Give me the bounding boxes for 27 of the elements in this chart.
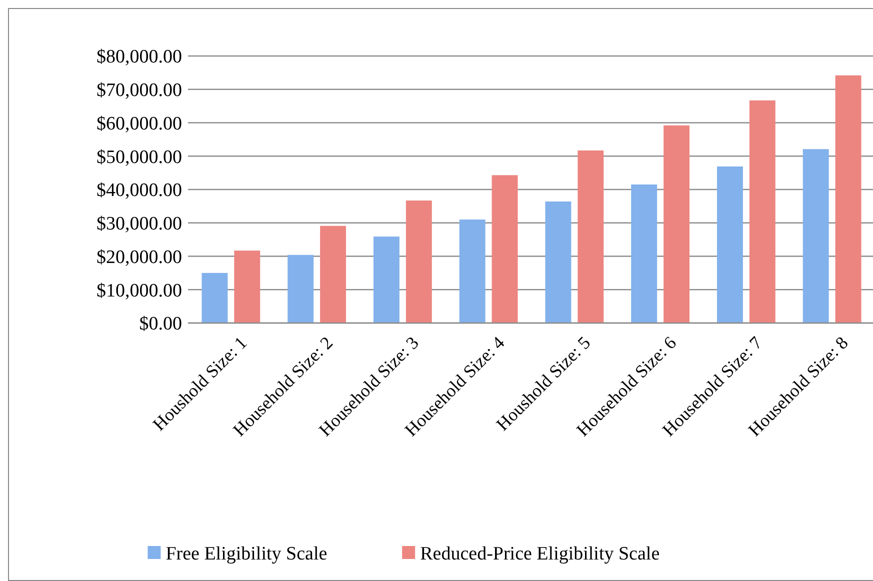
bar: [664, 125, 690, 323]
bar: [631, 184, 658, 323]
bar: [320, 226, 346, 323]
bar: [716, 166, 743, 323]
bar: [749, 100, 776, 323]
y-tick-label: $10,000.00: [96, 280, 182, 302]
bar: [835, 75, 862, 323]
bar: [202, 272, 228, 323]
y-tick-label: $0.00: [139, 314, 182, 335]
y-tick-label: $40,000.00: [96, 180, 182, 202]
y-tick-label: $60,000.00: [96, 113, 182, 134]
legend-label: Free Eligibility Scale: [166, 544, 328, 565]
legend-label: Reduced-Price Eligibility Scale: [420, 544, 660, 565]
y-tick-label: $50,000.00: [96, 146, 182, 168]
y-tick-label: $30,000.00: [96, 214, 182, 235]
bar: [578, 150, 604, 323]
y-tick-label: $70,000.00: [96, 80, 182, 102]
bar: [234, 250, 260, 323]
bar: [802, 149, 829, 323]
bar: [545, 202, 572, 323]
bar: [492, 175, 518, 323]
y-tick-label: $80,000.00: [96, 46, 182, 68]
bar: [288, 254, 314, 323]
bar: [459, 220, 486, 323]
bar: [406, 200, 432, 323]
y-tick-label: $20,000.00: [96, 246, 182, 268]
bar: [373, 236, 400, 323]
